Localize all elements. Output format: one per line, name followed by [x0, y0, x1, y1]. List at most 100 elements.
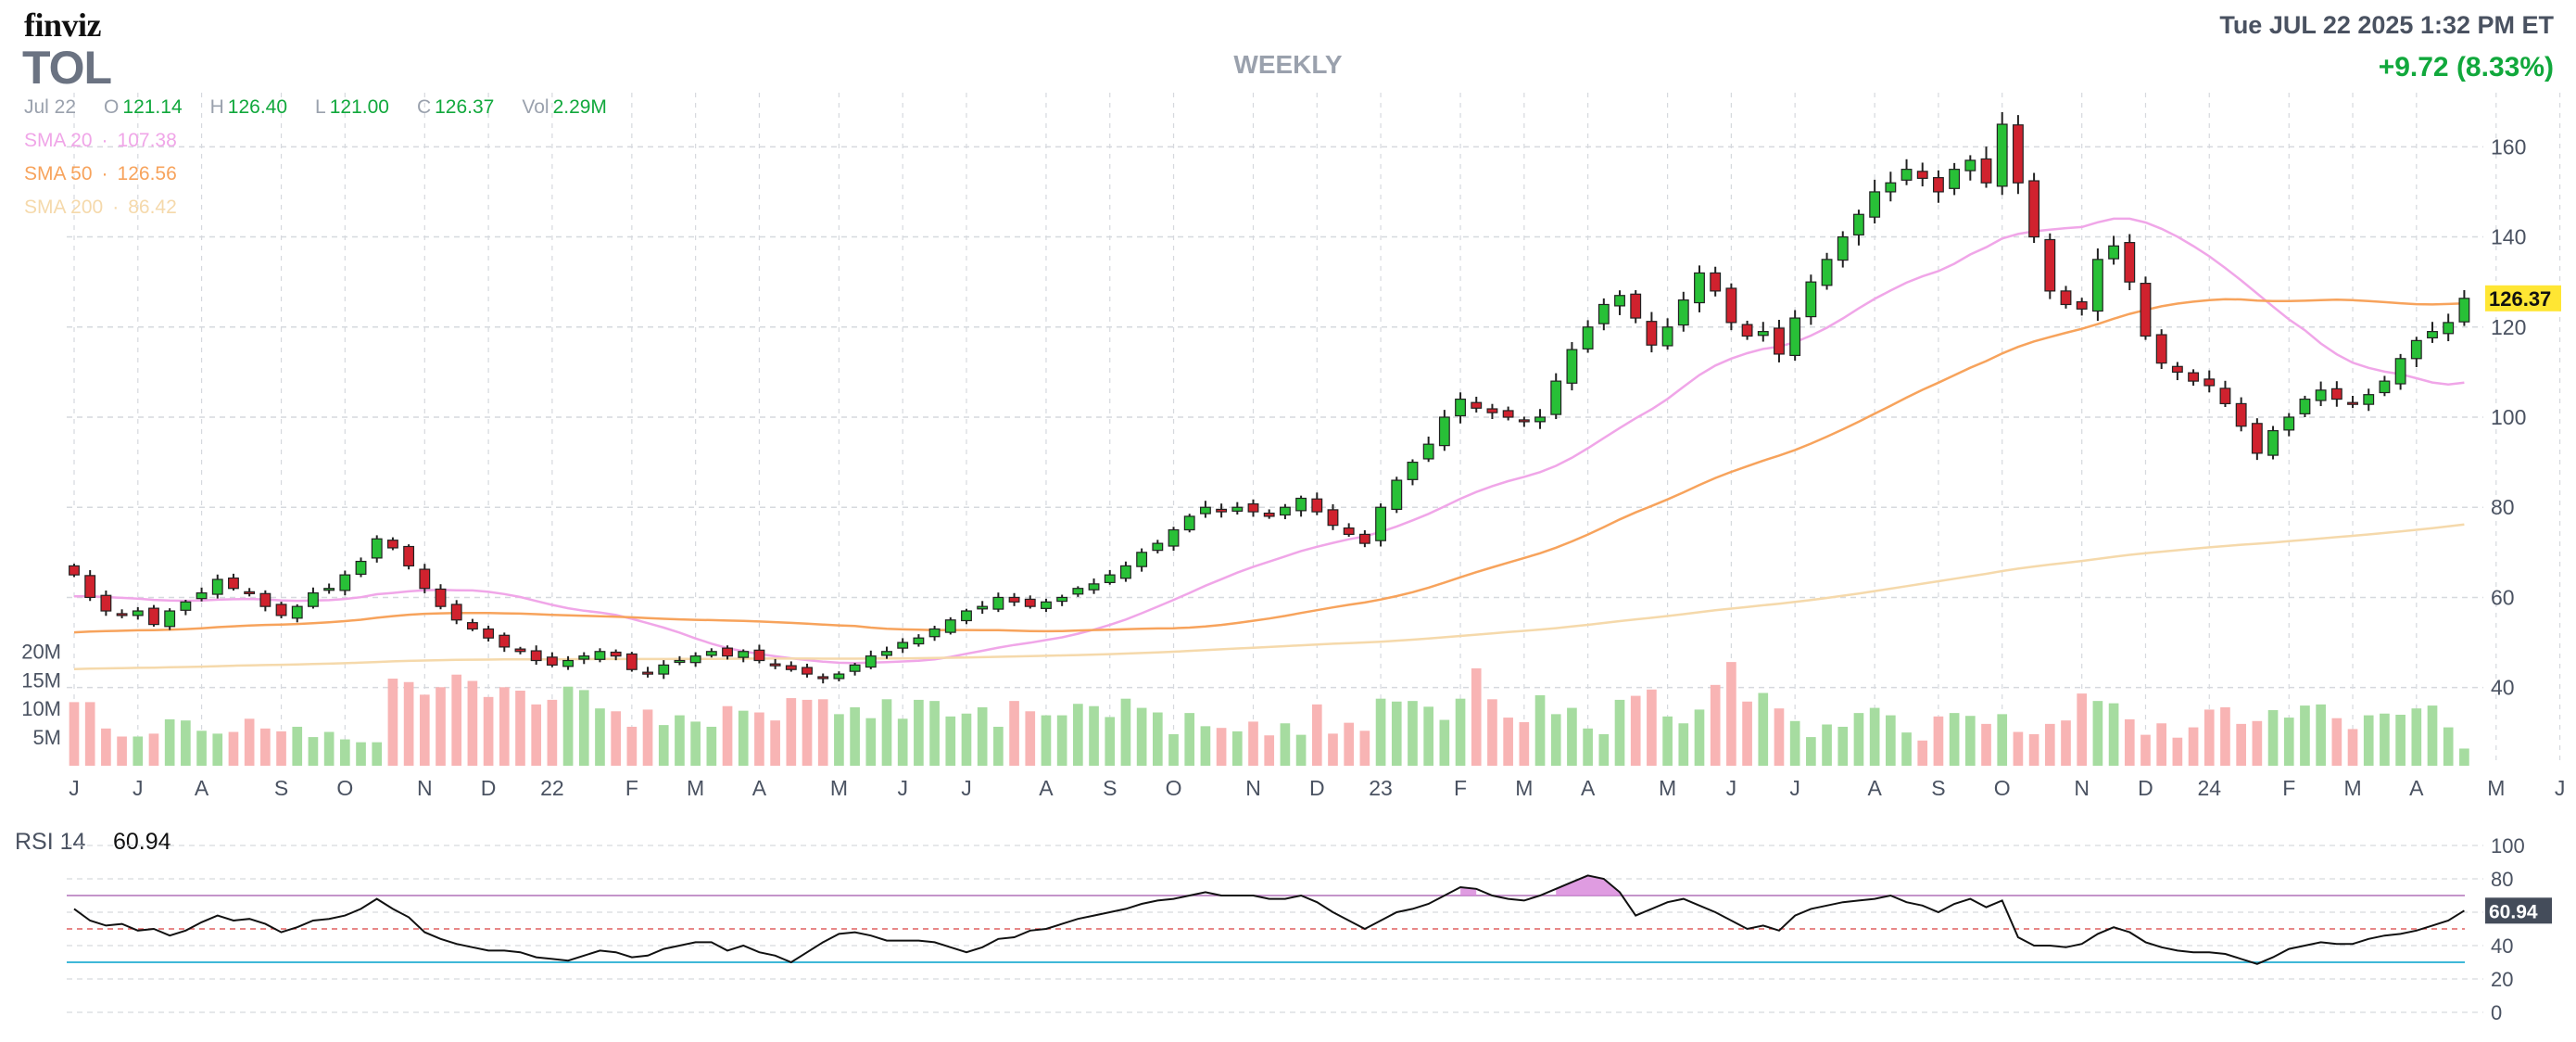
- volume-bar: [754, 712, 764, 766]
- volume-bar: [706, 726, 717, 766]
- sma20-legend[interactable]: SMA 20 · 107.38: [24, 130, 177, 151]
- x-tick-label: F: [2282, 776, 2295, 800]
- candle: [1311, 492, 1323, 515]
- candle: [2394, 353, 2406, 390]
- candle-body: [738, 651, 750, 658]
- volume-bar: [881, 699, 892, 766]
- sma200-legend[interactable]: SMA 200 · 86.42: [24, 197, 177, 218]
- volume-bar: [786, 698, 797, 766]
- candle-body: [323, 588, 335, 591]
- candle-body: [642, 671, 653, 675]
- sma20-value: 107.38: [117, 130, 177, 151]
- candle: [259, 590, 271, 612]
- candle: [1774, 320, 1785, 362]
- candle-body: [1199, 506, 1211, 515]
- volume-bar: [1534, 694, 1546, 766]
- candle-body: [1694, 272, 1705, 304]
- volume-bar: [850, 706, 860, 766]
- candle-body: [1072, 588, 1084, 595]
- volume-bar: [817, 699, 828, 766]
- volume-bar: [2316, 704, 2326, 766]
- candle: [1407, 459, 1419, 486]
- volume-bar: [658, 725, 669, 766]
- candle-body: [69, 565, 80, 576]
- candle: [1343, 523, 1355, 537]
- candle-body: [1104, 574, 1116, 584]
- volume-bar: [914, 699, 924, 766]
- candle: [100, 591, 112, 616]
- candle-body: [1646, 321, 1658, 346]
- candle: [1900, 159, 1913, 185]
- candle-body: [817, 676, 829, 680]
- volume-bar: [181, 720, 191, 766]
- candle-body: [833, 673, 845, 680]
- candle-body: [1821, 259, 1833, 286]
- candle-body: [610, 651, 622, 657]
- candle: [403, 544, 415, 570]
- volume-bar: [84, 702, 95, 766]
- candle: [722, 645, 733, 660]
- candle: [2091, 248, 2103, 322]
- volume-bar: [1025, 711, 1036, 766]
- volume-bar: [1917, 740, 1928, 766]
- volume-bar: [340, 739, 350, 766]
- candle-body: [259, 592, 271, 607]
- sma50-legend[interactable]: SMA 50 · 126.56: [24, 163, 177, 184]
- candle-body: [339, 574, 351, 591]
- candle-body: [1980, 158, 1992, 184]
- volume-bar: [1662, 716, 1673, 766]
- volume-bar: [515, 691, 525, 766]
- volume-bar: [1120, 698, 1131, 766]
- candle: [1072, 586, 1084, 597]
- candle: [1024, 595, 1036, 609]
- volume-bar: [1375, 698, 1386, 766]
- candle-body: [100, 594, 112, 612]
- candle-body: [1358, 533, 1370, 544]
- candle-body: [961, 610, 972, 622]
- volume-bar: [2172, 737, 2183, 766]
- rsi-overbought-fill: [1556, 875, 1620, 896]
- candle-body: [1088, 583, 1100, 591]
- candle: [450, 600, 462, 625]
- volume-bar: [499, 687, 510, 766]
- finviz-logo[interactable]: finviz: [24, 6, 102, 44]
- rsi-line: [73, 874, 2465, 965]
- rsi-badge-label: 60.94: [2489, 901, 2538, 922]
- candle-body: [148, 607, 159, 626]
- volume-bar: [323, 731, 335, 766]
- candle: [2076, 298, 2088, 316]
- sma20-label: SMA 20: [24, 130, 93, 151]
- candle: [2443, 313, 2455, 342]
- candle-body: [928, 628, 941, 638]
- candle-body: [1597, 303, 1610, 324]
- candle: [291, 604, 303, 623]
- candle: [69, 564, 80, 578]
- candle-body: [1279, 506, 1291, 516]
- candle: [769, 658, 781, 669]
- candle-body: [355, 560, 367, 576]
- candle: [865, 650, 877, 669]
- volume-bar: [1886, 715, 1896, 766]
- candle: [1263, 509, 1275, 519]
- candle: [1996, 112, 2008, 196]
- x-tick-label: D: [2138, 776, 2153, 800]
- volume-bar: [451, 674, 462, 766]
- candle-body: [2044, 238, 2056, 292]
- candle-body: [769, 663, 781, 667]
- rsi-tick-label: 20: [2491, 968, 2513, 991]
- volume-bar: [626, 726, 638, 766]
- candle: [2219, 380, 2231, 408]
- x-tick-label: J: [961, 776, 972, 800]
- volume-bar: [865, 718, 877, 766]
- candle-body: [753, 649, 765, 662]
- volume-bar: [2300, 705, 2310, 766]
- candle: [1757, 322, 1769, 342]
- candle: [1247, 499, 1259, 517]
- candle: [1168, 527, 1180, 552]
- candle-body: [1757, 331, 1769, 337]
- rsi-tick-label: 80: [2491, 868, 2513, 891]
- candle-body: [2251, 423, 2263, 454]
- candle: [1455, 392, 1466, 424]
- candle-body: [1438, 416, 1450, 447]
